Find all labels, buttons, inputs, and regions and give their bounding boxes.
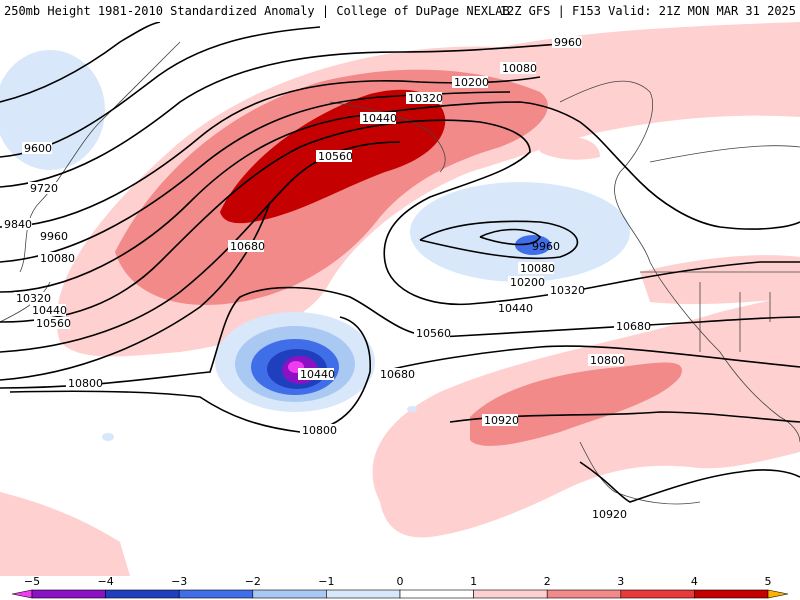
- colorbar-tick-label: −5: [24, 575, 40, 588]
- contour-label-10440: 10440: [362, 112, 397, 125]
- colorbar-tick-label: 1: [470, 575, 477, 588]
- colorbar-segment: [252, 589, 327, 599]
- contour-label-10080: 10080: [40, 252, 75, 265]
- coastlines: [0, 41, 800, 505]
- contour-label-9720: 9720: [30, 182, 58, 195]
- colorbar-tick-label: 3: [617, 575, 624, 588]
- contour-label-10920: 10920: [484, 414, 519, 427]
- contour-label-10320: 10320: [408, 92, 443, 105]
- contour-label-10800: 10800: [68, 377, 103, 390]
- colorbar-tick-label: −3: [171, 575, 187, 588]
- contour-label-10560: 10560: [416, 327, 451, 340]
- contour-label-10440: 10440: [300, 368, 335, 381]
- contour-labels: 9600 9720 9840 9960 10080 10320 10440 10…: [2, 36, 651, 521]
- colorbar-segment: [326, 589, 401, 599]
- colorbar-segment: [31, 589, 106, 599]
- contour-label-10920: 10920: [592, 508, 627, 521]
- contour-label-10440: 10440: [498, 302, 533, 315]
- contour-label-10440: 10440: [32, 304, 67, 317]
- colorbar-arrow-low: [11, 589, 33, 599]
- colorbar-tick-label: 2: [544, 575, 551, 588]
- map-header: 250mb Height 1981-2010 Standardized Anom…: [0, 0, 800, 22]
- contour-label-10080: 10080: [520, 262, 555, 275]
- contour-label-10800: 10800: [302, 424, 337, 437]
- contour-label-9960-low: 9960: [532, 240, 560, 253]
- contour-label-9840: 9840: [4, 218, 32, 231]
- colorbar-segment: [546, 589, 622, 599]
- anomaly-shading: [0, 22, 800, 576]
- colorbar-tick-label: 0: [397, 575, 404, 588]
- contour-label-10800: 10800: [590, 354, 625, 367]
- colorbar-tick-label: 4: [691, 575, 698, 588]
- colorbar-segment: [178, 589, 254, 599]
- contour-label-10560: 10560: [318, 150, 353, 163]
- colorbar-arrow-high: [767, 589, 789, 599]
- colorbar-segment: [105, 589, 180, 599]
- anomaly-map: 9600 9720 9840 9960 10080 10320 10440 10…: [0, 22, 800, 576]
- contour-label-10320: 10320: [550, 284, 585, 297]
- colorbar-tick-label: −1: [318, 575, 334, 588]
- contour-label-10680: 10680: [616, 320, 651, 333]
- colorbar-tick-label: −4: [97, 575, 113, 588]
- contour-label-10560: 10560: [36, 317, 71, 330]
- contour-label-9960: 9960: [40, 230, 68, 243]
- contour-label-10200: 10200: [510, 276, 545, 289]
- contour-label-10200: 10200: [454, 76, 489, 89]
- anomaly-colorbar: −5 −4 −3 −2 −1 0 1 2 3 4 5: [11, 575, 789, 599]
- colorbar-segment: [694, 589, 769, 599]
- colorbar-swatches: [11, 589, 789, 599]
- colorbar-segment: [620, 589, 695, 599]
- contour-label-9960: 9960: [554, 36, 582, 49]
- contour-label-10320: 10320: [16, 292, 51, 305]
- contour-label-10680: 10680: [230, 240, 265, 253]
- contour-label-10080: 10080: [502, 62, 537, 75]
- colorbar-ticks: −5 −4 −3 −2 −1 0 1 2 3 4 5: [24, 575, 772, 588]
- model-run-valid-time: 12Z GFS | F153 Valid: 21Z MON MAR 31 202…: [499, 4, 796, 18]
- colorbar-tick-label: −2: [245, 575, 261, 588]
- map-title: 250mb Height 1981-2010 Standardized Anom…: [4, 4, 510, 18]
- contour-label-10680: 10680: [380, 368, 415, 381]
- contour-label-9600: 9600: [24, 142, 52, 155]
- colorbar-segment: [399, 589, 474, 599]
- colorbar-segment: [473, 589, 548, 599]
- colorbar-tick-label: 5: [765, 575, 772, 588]
